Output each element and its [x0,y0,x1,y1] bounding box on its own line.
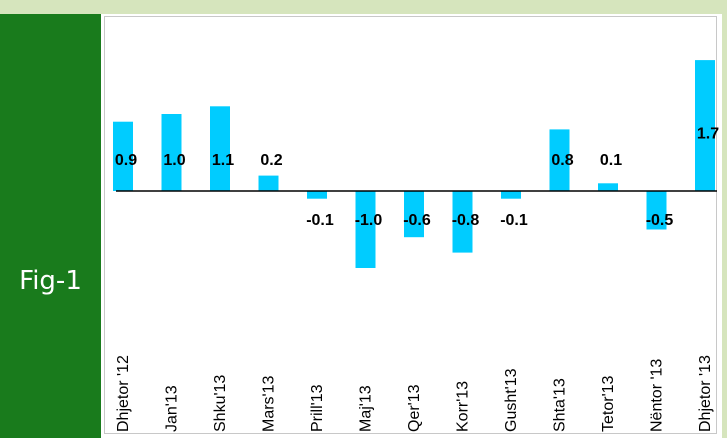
category-label-4: Prill'13 [309,384,326,432]
category-label-11: Nëntor '13 [649,359,666,432]
data-label-6: -0.6 [403,212,431,229]
category-label-1: Jan'13 [164,385,181,432]
data-label-3: 0.2 [260,152,282,169]
data-label-9: 0.8 [551,152,573,169]
data-label-0: 0.9 [115,152,137,169]
bar-2 [210,106,230,191]
data-label-4: -0.1 [306,212,334,229]
bar-8 [501,191,521,199]
bar-5 [356,191,376,268]
bar-3 [259,176,279,191]
category-label-12: Dhjetor '13 [697,355,714,432]
bar-4 [307,191,327,199]
category-label-8: Gusht'13 [503,368,520,432]
data-label-5: -1.0 [355,212,383,229]
category-label-2: Shku'13 [212,375,229,432]
category-label-9: Shta'13 [552,378,569,432]
category-label-10: Tetor'13 [600,375,617,432]
category-label-5: Maj'13 [358,385,375,432]
category-label-6: Qer'13 [406,384,423,432]
category-label-7: Korr'13 [455,381,472,432]
category-label-0: Dhjetor '12 [115,355,132,432]
data-label-8: -0.1 [500,212,528,229]
data-label-12: 1.7 [697,126,719,143]
bar-10 [598,183,618,191]
category-label-3: Mars'13 [261,375,278,432]
data-label-10: 0.1 [600,152,622,169]
data-label-2: 1.1 [212,152,234,169]
data-label-1: 1.0 [163,152,185,169]
data-label-7: -0.8 [452,212,480,229]
data-label-11: -0.5 [646,212,674,229]
